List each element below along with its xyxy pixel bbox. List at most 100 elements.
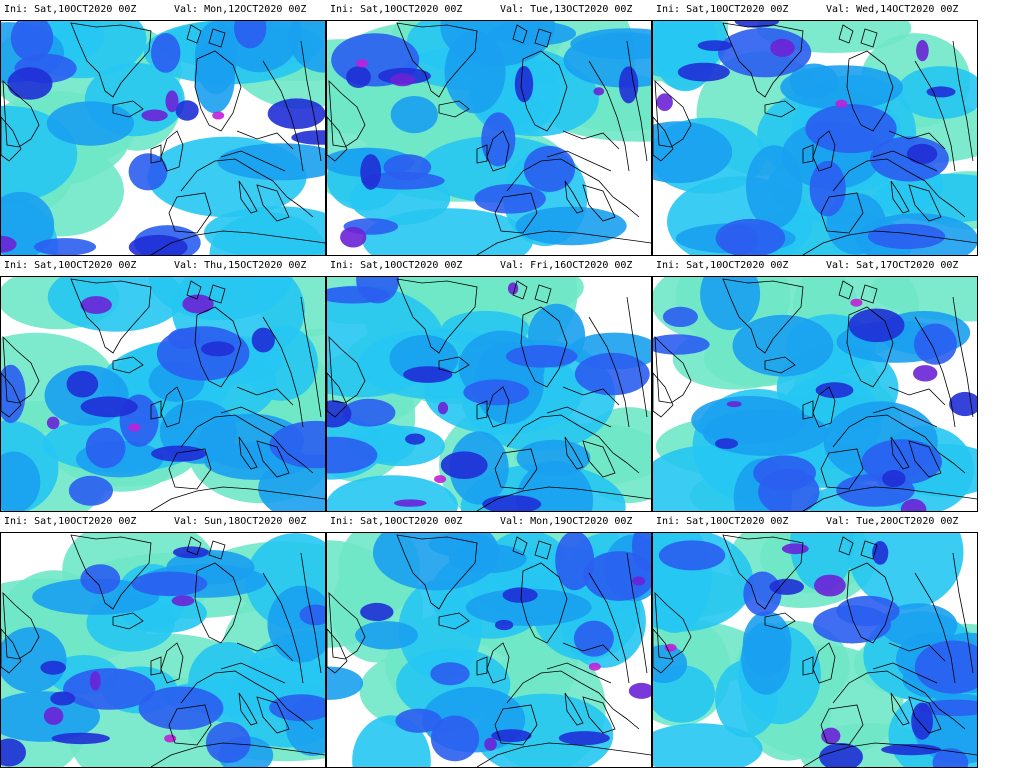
field-contour [46,101,134,146]
coastline [914,572,956,684]
field-contour [440,451,488,479]
coastline [168,448,212,490]
coastline [534,284,552,304]
coastline [168,704,212,746]
coastline [327,628,348,674]
field-contour [805,104,897,154]
field-contour [128,423,141,432]
coastline [654,591,692,660]
field-contour [835,99,848,108]
field-contour [819,743,863,767]
field-contour [269,420,325,469]
field-contour [926,86,956,98]
field-contour [80,296,112,314]
field-contour [405,433,426,445]
field-contour [574,352,650,396]
field-contour [34,238,97,255]
init-time-label: Ini: Sat,10OCT2020 00Z [4,516,137,527]
field-contours [653,277,977,511]
coastline [802,656,814,676]
valid-time-label: Val: Wed,14OCT2020 00Z [826,4,959,15]
forecast-map [652,20,978,256]
panel-header: Ini: Sat,10OCT2020 00Z Val: Fri,16OCT202… [326,256,652,276]
coastline [722,278,804,354]
field-contour [850,298,863,307]
coastline [476,486,651,511]
coastline [588,572,630,684]
forecast-map [326,20,652,256]
field-contour [658,540,726,571]
forecast-panel: Ini: Sat,10OCT2020 00Z Val: Thu,15OCT202… [0,256,326,512]
coastline [588,316,630,428]
field-contour [474,184,546,214]
forecast-panel: Ini: Sat,10OCT2020 00Z Val: Mon,12OCT202… [0,0,326,256]
field-contour [80,396,138,418]
coastline [328,79,366,148]
valid-time-label: Val: Tue,13OCT2020 00Z [500,4,633,15]
coastline [236,642,294,662]
coastline [914,60,956,172]
coastline [860,28,878,48]
coastline [506,414,640,474]
coastline [180,670,314,730]
coastline [838,280,854,300]
coastline [186,280,202,300]
coastline [802,230,977,255]
coastline [112,100,144,118]
coastline [520,306,568,388]
field-contour [465,588,592,626]
coastline [208,284,226,304]
coastline [1,372,22,418]
field-contour [1,235,17,253]
field-contour [770,38,795,57]
valid-time-label: Val: Mon,19OCT2020 00Z [500,516,633,527]
field-contour [340,226,367,248]
coastline [262,572,304,684]
field-contour [914,323,957,365]
coastline [520,562,568,644]
field-contour [700,277,761,331]
coastline [494,448,538,490]
field-contour [873,173,977,223]
init-time-label: Ini: Sat,10OCT2020 00Z [4,260,137,271]
field-contour [815,382,854,399]
init-time-label: Ini: Sat,10OCT2020 00Z [4,4,137,15]
coastline [150,656,162,676]
field-contour [430,662,470,686]
coastline [890,692,910,726]
precipitable-water-field [1,21,325,255]
forecast-panel: Ini: Sat,10OCT2020 00Z Val: Tue,13OCT202… [326,0,652,256]
coastline [70,22,152,98]
field-contour [10,21,54,62]
field-contour [360,602,394,622]
field-contour [743,571,782,617]
field-contour [481,112,516,167]
coastline [494,704,538,746]
field-contour [128,234,188,255]
coastline [438,356,470,374]
field-contour [769,578,804,595]
field-contour [355,621,419,650]
field-contour [209,212,325,255]
coastline [890,436,910,470]
init-time-label: Ini: Sat,10OCT2020 00Z [656,4,789,15]
valid-time-label: Val: Tue,20OCT2020 00Z [826,516,959,527]
field-contour [516,439,591,477]
coastline [2,335,40,404]
coastline [888,130,946,150]
coastline [438,100,470,118]
coastlines [327,534,651,767]
coastline [582,440,616,478]
field-contour [355,59,368,68]
coastlines [1,534,325,767]
coastline [208,540,226,560]
coastline [846,562,894,644]
coastlines [653,22,977,255]
coastline [888,386,946,406]
coastlines [1,278,325,511]
valid-time-label: Val: Fri,16OCT2020 00Z [500,260,633,271]
field-contour [1,364,26,423]
coastline [654,335,692,404]
coastline [194,50,242,132]
field-contour [911,702,933,740]
